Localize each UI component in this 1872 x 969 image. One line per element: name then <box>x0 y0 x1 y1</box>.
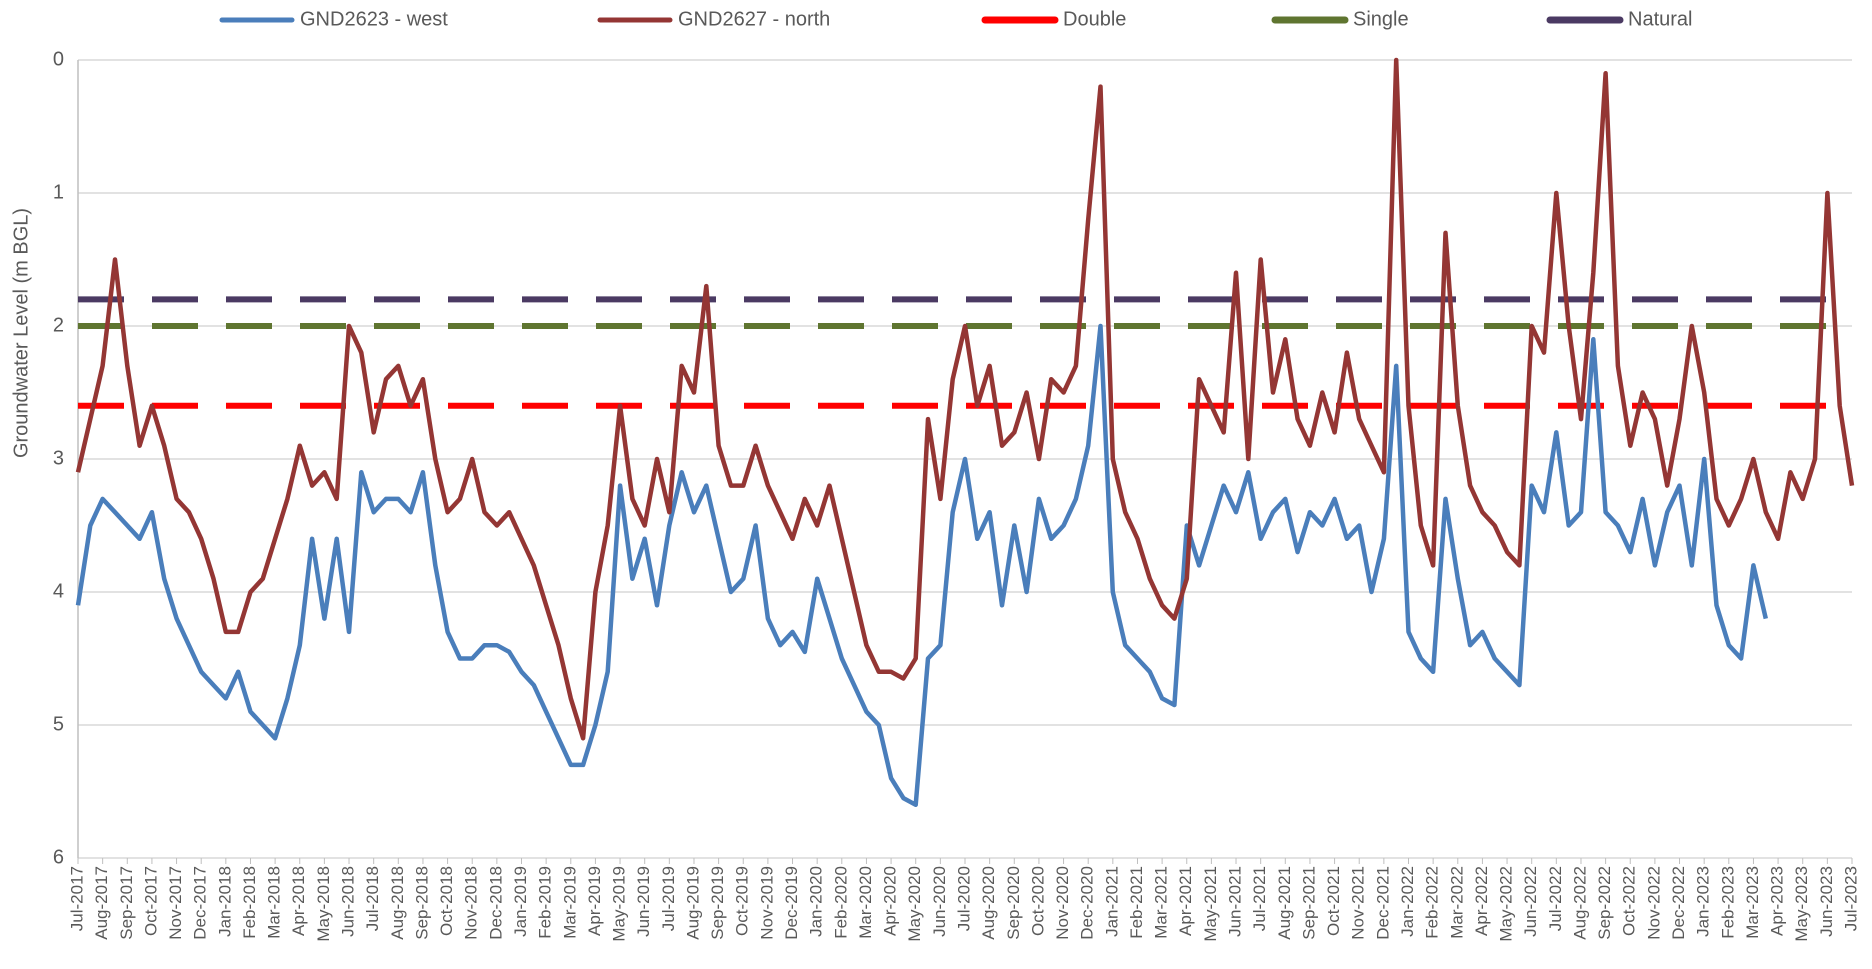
x-tick-label: Jun-2018 <box>339 866 358 937</box>
y-axis-label: Groundwater Level (m BGL) <box>10 208 32 458</box>
y-tick-label: 3 <box>53 447 64 469</box>
legend-label: Natural <box>1628 8 1692 30</box>
x-tick-label: Jan-2018 <box>215 866 234 937</box>
x-tick-label: May-2020 <box>905 866 924 942</box>
x-tick-label: Dec-2020 <box>1078 866 1097 940</box>
x-tick-label: Aug-2019 <box>683 866 702 940</box>
x-tick-label: Nov-2020 <box>1053 866 1072 940</box>
x-tick-label: Oct-2020 <box>1028 866 1047 936</box>
legend-label: Double <box>1063 8 1126 30</box>
x-tick-label: Aug-2018 <box>388 866 407 940</box>
x-tick-label: Jan-2020 <box>807 866 826 937</box>
x-tick-label: May-2018 <box>314 866 333 942</box>
x-tick-label: Oct-2022 <box>1620 866 1639 936</box>
x-tick-label: Apr-2019 <box>585 866 604 936</box>
x-tick-label: Feb-2021 <box>1127 866 1146 939</box>
y-tick-label: 6 <box>53 846 64 868</box>
legend-label: GND2623 - west <box>300 8 448 30</box>
x-tick-label: Jan-2023 <box>1694 866 1713 937</box>
x-tick-label: Nov-2019 <box>757 866 776 940</box>
x-tick-label: Jul-2018 <box>363 866 382 931</box>
x-tick-label: Aug-2021 <box>1275 866 1294 940</box>
x-tick-label: Jun-2023 <box>1817 866 1836 937</box>
y-tick-label: 4 <box>53 580 64 602</box>
x-tick-label: Nov-2018 <box>462 866 481 940</box>
x-tick-label: Feb-2020 <box>831 866 850 939</box>
x-tick-label: May-2023 <box>1792 866 1811 942</box>
x-tick-label: Aug-2017 <box>92 866 111 940</box>
x-tick-label: Apr-2020 <box>881 866 900 936</box>
x-tick-label: Sep-2019 <box>708 866 727 940</box>
y-tick-label: 1 <box>53 181 64 203</box>
x-tick-label: Feb-2018 <box>240 866 259 939</box>
x-tick-label: Dec-2019 <box>782 866 801 940</box>
x-tick-label: Oct-2017 <box>141 866 160 936</box>
x-tick-label: Apr-2022 <box>1472 866 1491 936</box>
legend-label: GND2627 - north <box>678 8 830 30</box>
x-tick-label: Oct-2019 <box>733 866 752 936</box>
x-tick-label: Dec-2017 <box>191 866 210 940</box>
x-tick-label: Mar-2020 <box>856 866 875 939</box>
x-tick-label: Jul-2019 <box>659 866 678 931</box>
y-tick-label: 0 <box>53 48 64 70</box>
x-tick-label: Jun-2019 <box>634 866 653 937</box>
x-tick-label: Apr-2023 <box>1768 866 1787 936</box>
x-tick-label: Jul-2017 <box>67 866 86 931</box>
x-tick-label: Mar-2018 <box>265 866 284 939</box>
x-tick-label: Jul-2022 <box>1546 866 1565 931</box>
x-tick-label: Oct-2021 <box>1324 866 1343 936</box>
x-tick-label: Apr-2018 <box>289 866 308 936</box>
x-tick-label: Aug-2022 <box>1570 866 1589 940</box>
x-tick-label: May-2019 <box>610 866 629 942</box>
y-tick-label: 5 <box>53 713 64 735</box>
x-tick-label: Jul-2020 <box>954 866 973 931</box>
x-tick-label: Jul-2023 <box>1841 866 1860 931</box>
x-tick-label: Aug-2020 <box>979 866 998 940</box>
x-tick-label: Jul-2021 <box>1250 866 1269 931</box>
x-tick-label: Jun-2020 <box>930 866 949 937</box>
x-tick-label: Sep-2021 <box>1299 866 1318 940</box>
x-tick-label: Nov-2017 <box>166 866 185 940</box>
series-line <box>75 323 1768 808</box>
x-tick-label: Feb-2019 <box>536 866 555 939</box>
legend-label: Single <box>1353 8 1409 30</box>
x-tick-label: Dec-2021 <box>1373 866 1392 940</box>
x-tick-label: Jun-2021 <box>1226 866 1245 937</box>
x-tick-label: Oct-2018 <box>437 866 456 936</box>
x-tick-label: Feb-2022 <box>1423 866 1442 939</box>
x-tick-label: Mar-2019 <box>560 866 579 939</box>
y-tick-label: 2 <box>53 314 64 336</box>
x-tick-label: Jan-2021 <box>1102 866 1121 937</box>
x-tick-label: Nov-2022 <box>1644 866 1663 940</box>
x-tick-label: Sep-2022 <box>1595 866 1614 940</box>
x-tick-label: Sep-2017 <box>117 866 136 940</box>
x-tick-label: May-2021 <box>1201 866 1220 942</box>
x-tick-label: Jun-2022 <box>1521 866 1540 937</box>
x-tick-label: Mar-2021 <box>1152 866 1171 939</box>
x-tick-label: May-2022 <box>1497 866 1516 942</box>
x-tick-label: Dec-2018 <box>486 866 505 940</box>
x-tick-label: Sep-2020 <box>1004 866 1023 940</box>
x-tick-label: Sep-2018 <box>412 866 431 940</box>
x-tick-label: Feb-2023 <box>1718 866 1737 939</box>
x-tick-label: Apr-2021 <box>1176 866 1195 936</box>
series-line <box>75 57 1855 741</box>
x-tick-label: Nov-2021 <box>1349 866 1368 940</box>
x-tick-label: Mar-2022 <box>1447 866 1466 939</box>
x-tick-label: Jan-2019 <box>511 866 530 937</box>
x-tick-label: Jan-2022 <box>1398 866 1417 937</box>
x-tick-label: Mar-2023 <box>1743 866 1762 939</box>
x-tick-label: Dec-2022 <box>1669 866 1688 940</box>
